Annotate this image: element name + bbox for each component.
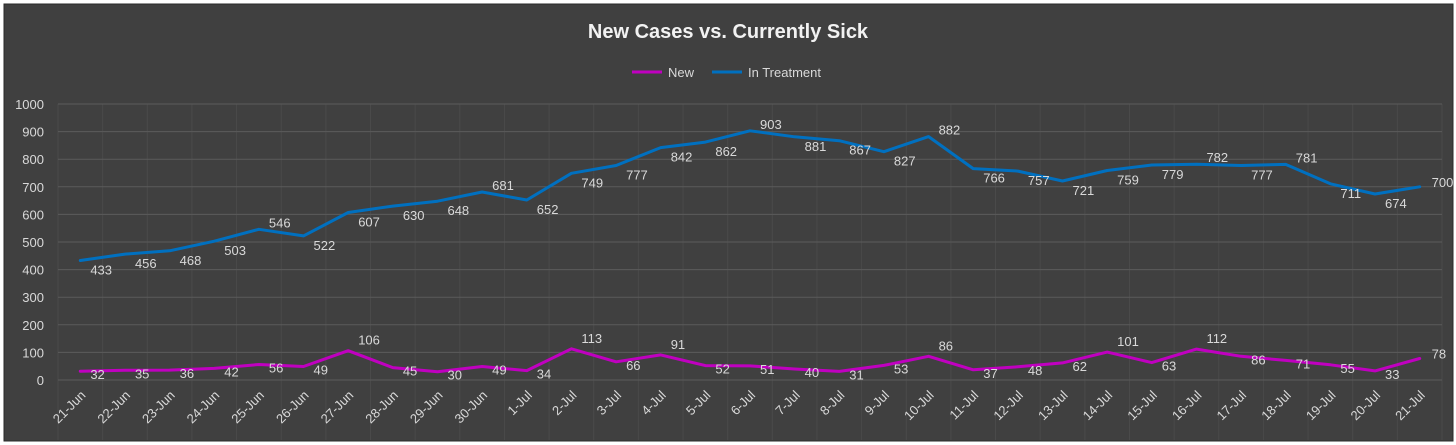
data-label: 53 (894, 361, 908, 376)
data-label: 71 (1296, 356, 1310, 371)
data-label: 862 (715, 144, 737, 159)
data-label: 711 (1340, 186, 1361, 201)
data-label: 827 (894, 154, 916, 169)
data-label: 433 (90, 262, 112, 277)
y-tick-label: 100 (22, 345, 44, 360)
data-label: 721 (1073, 183, 1095, 198)
data-label: 51 (760, 362, 774, 377)
data-label: 681 (492, 178, 514, 193)
data-label: 49 (492, 362, 506, 377)
data-label: 630 (403, 208, 425, 223)
data-label: 78 (1432, 346, 1446, 361)
data-label: 86 (1251, 352, 1265, 367)
data-label: 42 (224, 364, 238, 379)
data-label: 468 (180, 253, 202, 268)
data-label: 86 (939, 338, 953, 353)
y-axis: 0 100 200 300 400 500 600 700 800 900 1000 (15, 97, 44, 388)
data-label: 766 (983, 171, 1005, 186)
y-tick-label: 400 (22, 263, 44, 278)
data-label: 777 (626, 168, 648, 183)
data-label: 749 (581, 175, 603, 190)
data-label: 757 (1028, 173, 1050, 188)
data-label: 101 (1117, 334, 1139, 349)
series-layer (78, 129, 1422, 374)
data-label: 112 (1206, 331, 1227, 346)
legend-label: In Treatment (748, 65, 821, 80)
data-labels: 32 35 36 42 56 49 106 45 30 49 34 113 66 91 52 51 40 31 53… (90, 117, 1453, 383)
data-label: 91 (671, 337, 685, 352)
data-label: 32 (90, 367, 104, 382)
data-label: 113 (581, 331, 602, 346)
data-label: 37 (983, 366, 997, 381)
data-label: 35 (135, 366, 149, 381)
data-label: 903 (760, 117, 782, 132)
data-label: 779 (1162, 167, 1184, 182)
data-label: 882 (939, 123, 961, 138)
legend: New In Treatment (632, 65, 821, 80)
legend-item-in-treatment: In Treatment (712, 65, 821, 80)
data-label: 700 (1432, 175, 1454, 190)
data-label: 781 (1296, 150, 1318, 165)
data-label: 674 (1385, 196, 1407, 211)
y-tick-label: 200 (22, 318, 44, 333)
data-label: 63 (1162, 359, 1176, 374)
data-label: 40 (805, 365, 819, 380)
data-label: 49 (314, 362, 328, 377)
y-tick-label: 800 (22, 152, 44, 167)
grid (57, 103, 1443, 440)
data-label: 52 (715, 362, 729, 377)
series-line-in-treatment (78, 129, 1422, 262)
data-label: 867 (849, 143, 871, 158)
data-label: 106 (358, 333, 380, 348)
data-label: 881 (805, 139, 827, 154)
data-label: 522 (314, 238, 336, 253)
legend-label: New (668, 65, 695, 80)
data-label: 34 (537, 367, 551, 382)
y-tick-label: 700 (22, 180, 44, 195)
legend-item-new: New (632, 65, 695, 80)
chart-title: New Cases vs. Currently Sick (588, 21, 869, 43)
data-label: 456 (135, 256, 157, 271)
data-label: 62 (1073, 359, 1087, 374)
data-label: 36 (180, 366, 194, 381)
data-label: 56 (269, 361, 283, 376)
data-label: 30 (447, 368, 461, 383)
data-label: 652 (537, 202, 559, 217)
y-tick-label: 0 (37, 373, 44, 388)
y-tick-label: 600 (22, 207, 44, 222)
data-label: 782 (1206, 150, 1228, 165)
y-tick-label: 900 (22, 125, 44, 140)
data-label: 607 (358, 214, 380, 229)
y-tick-label: 1000 (15, 97, 44, 112)
data-label: 777 (1251, 168, 1273, 183)
data-label: 55 (1340, 361, 1354, 376)
data-label: 648 (447, 203, 469, 218)
series-line-new (78, 347, 1422, 374)
data-label: 842 (671, 150, 693, 165)
data-label: 759 (1117, 173, 1139, 188)
data-label: 48 (1028, 363, 1042, 378)
y-tick-label: 300 (22, 290, 44, 305)
chart-background (3, 3, 1454, 442)
data-label: 31 (849, 367, 863, 382)
data-label: 66 (626, 358, 640, 373)
data-label: 546 (269, 215, 291, 230)
y-tick-label: 500 (22, 235, 44, 250)
data-label: 503 (224, 243, 246, 258)
data-label: 33 (1385, 367, 1399, 382)
data-label: 45 (403, 364, 417, 379)
